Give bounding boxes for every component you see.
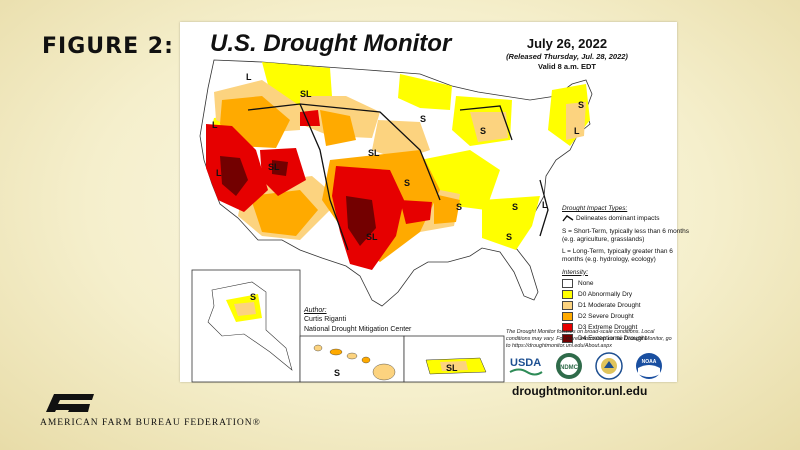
map-label-s-ar: S: [456, 202, 462, 212]
intensity-label-d2: D2 Severe Drought: [578, 312, 634, 320]
svg-text:USDA: USDA: [510, 357, 541, 369]
commerce-seal-icon: [595, 352, 623, 380]
map-label-s-hi: S: [334, 368, 340, 378]
impact-short-term-row: S = Short-Term, typically less than 6 mo…: [562, 228, 692, 244]
intensity-row-d1: D1 Moderate Drought: [562, 300, 692, 310]
d4-regions: [220, 156, 376, 246]
map-label-s-sc: S: [506, 232, 512, 242]
intensity-label-d0: D0 Abnormally Dry: [578, 290, 633, 298]
swatch-none: [562, 278, 573, 288]
map-label-s-ak: S: [250, 292, 256, 302]
intensity-row-d3: D3 Extreme Drought: [562, 322, 692, 332]
impact-long-term-text: L = Long-Term, typically greater than 6 …: [562, 248, 673, 264]
intensity-row-d2: D2 Severe Drought: [562, 311, 692, 321]
impact-line-icon: [562, 215, 576, 224]
intensity-row-d4: D4 Exceptional Drought: [562, 333, 692, 343]
afbf-logo-icon: [46, 394, 94, 412]
intensity-label-d1: D1 Moderate Drought: [578, 301, 641, 309]
author-header: Author:: [304, 307, 327, 314]
author-name: Curtis Riganti: [304, 316, 347, 324]
figure-label: FIGURE 2:: [42, 34, 174, 59]
map-label-sl-pr: SL: [446, 363, 458, 373]
map-label-s-va: S: [512, 202, 518, 212]
map-label-sl-mt: SL: [300, 89, 312, 99]
svg-text:NOAA: NOAA: [642, 359, 657, 365]
impact-long-term-row: L = Long-Term, typically greater than 6 …: [562, 248, 692, 264]
intensity-label-d3: D3 Extreme Drought: [578, 323, 638, 331]
impact-delineates-text: Delineates dominant impacts: [576, 215, 660, 222]
ndmc-logo-icon: NDMC: [556, 353, 582, 379]
alaska-d1: [234, 302, 256, 316]
swatch-d2: [562, 311, 573, 321]
map-label-l-nc: L: [542, 200, 548, 210]
map-label-sl-nv: SL: [268, 162, 280, 172]
usda-logo-icon: USDA: [509, 357, 543, 376]
impact-types-header: Drought Impact Types:: [562, 205, 628, 212]
swatch-d3: [562, 322, 573, 332]
map-label-s-ks: S: [404, 178, 410, 188]
svg-text:NDMC: NDMC: [560, 365, 579, 371]
legend: Drought Impact Types: Delineates dominan…: [562, 205, 692, 345]
map-label-s-mi: S: [480, 126, 486, 136]
map-label-l-nw: L: [246, 72, 252, 82]
map-label-sl-ne: SL: [368, 148, 380, 158]
afbf-name: AMERICAN FARM BUREAU FEDERATION®: [40, 418, 261, 428]
drought-monitor-url[interactable]: droughtmonitor.unl.edu: [512, 384, 648, 398]
hawaii-islands: [313, 344, 396, 381]
swatch-d4: [562, 333, 573, 343]
map-label-l-ca: L: [216, 168, 222, 178]
map-label-sl-tx: SL: [366, 232, 378, 242]
noaa-logo-icon: NOAA: [636, 353, 662, 379]
swatch-d0: [562, 289, 573, 299]
map-title: U.S. Drought Monitor: [210, 30, 452, 57]
release-date: (Released Thursday, Jul. 28, 2022): [506, 52, 628, 61]
impact-short-term-text: S = Short-Term, typically less than 6 mo…: [562, 228, 689, 244]
map-label-s-ne: S: [578, 100, 584, 110]
pr-d1: [440, 361, 468, 371]
intensity-row-d0: D0 Abnormally Dry: [562, 289, 692, 299]
map-date: July 26, 2022: [526, 36, 608, 51]
map-label-l-ne: L: [574, 126, 580, 136]
impact-lines: [247, 103, 549, 251]
intensity-label-d4: D4 Exceptional Drought: [578, 334, 647, 342]
author-block: Author: Curtis Riganti National Drought …: [304, 306, 411, 334]
monitor-note: The Drought Monitor focuses on broad-sca…: [506, 329, 672, 350]
intensity-label-none: None: [578, 279, 594, 287]
intensity-header: Intensity:: [562, 268, 589, 276]
impact-delineates-row: Delineates dominant impacts: [562, 215, 692, 224]
map-label-s-mn: S: [420, 114, 426, 124]
agency-logos: USDA NDMC NOAA: [509, 352, 679, 380]
valid-time: Valid 8 a.m. EDT: [538, 62, 596, 71]
intensity-row-none: None: [562, 278, 692, 288]
date-block: July 26, 2022 (Released Thursday, Jul. 2…: [492, 36, 642, 71]
map-label-l-or: L: [212, 120, 218, 130]
author-org: National Drought Mitigation Center: [304, 325, 412, 333]
swatch-d1: [562, 300, 573, 310]
